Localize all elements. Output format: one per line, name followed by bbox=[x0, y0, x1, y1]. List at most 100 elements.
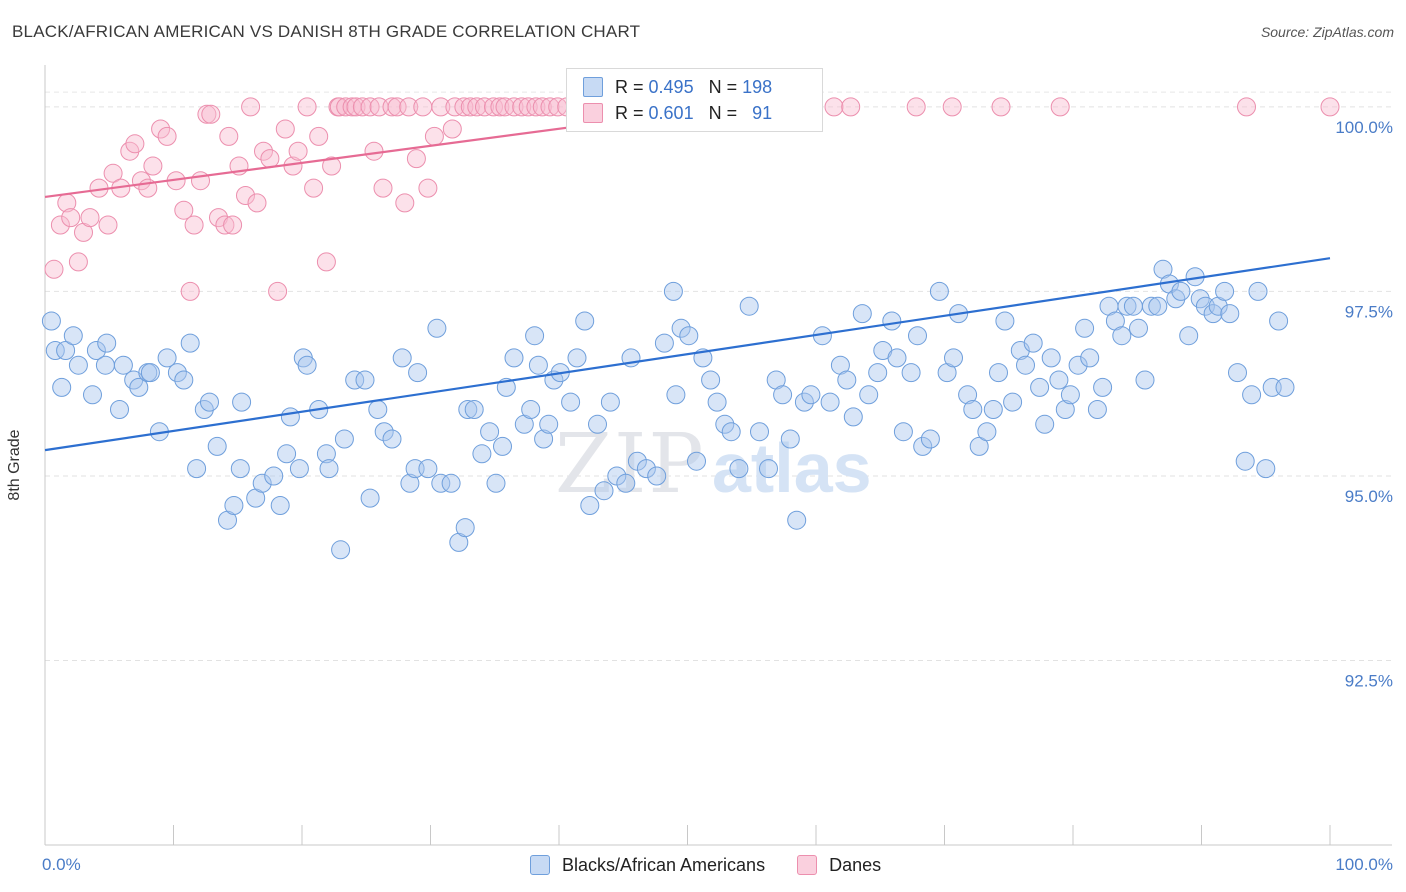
data-point bbox=[316, 252, 336, 272]
data-point bbox=[528, 355, 548, 375]
data-point bbox=[113, 355, 133, 375]
data-point bbox=[1275, 377, 1295, 397]
data-point bbox=[679, 326, 699, 346]
legend-swatch-blacks bbox=[530, 855, 550, 875]
data-point bbox=[843, 407, 863, 427]
data-point bbox=[230, 459, 250, 479]
data-point bbox=[180, 281, 200, 301]
r-value: 0.601 bbox=[648, 102, 694, 123]
data-point bbox=[297, 355, 317, 375]
data-point bbox=[1003, 392, 1023, 412]
series-legend: Blacks/African Americans Danes bbox=[530, 852, 913, 878]
legend-label-blacks: Blacks/African Americans bbox=[562, 854, 766, 875]
data-point bbox=[201, 104, 221, 124]
chart-title: BLACK/AFRICAN AMERICAN VS DANISH 8TH GRA… bbox=[12, 22, 641, 41]
data-point bbox=[687, 451, 706, 471]
data-point bbox=[908, 326, 927, 346]
n-value: 198 bbox=[742, 76, 773, 97]
data-point bbox=[125, 134, 145, 154]
data-point bbox=[1035, 414, 1055, 434]
data-point bbox=[157, 126, 177, 146]
data-point bbox=[232, 392, 252, 412]
data-point bbox=[44, 259, 64, 279]
data-point bbox=[1041, 348, 1061, 368]
watermark: ZIP atlas bbox=[555, 417, 872, 512]
data-point bbox=[521, 400, 541, 419]
data-point bbox=[374, 422, 394, 442]
data-point bbox=[1228, 363, 1247, 383]
data-point bbox=[750, 422, 769, 442]
data-point bbox=[180, 333, 200, 353]
data-point bbox=[906, 97, 926, 117]
data-point bbox=[1242, 385, 1262, 405]
data-point bbox=[241, 97, 261, 117]
r-value: 0.495 bbox=[648, 76, 694, 97]
data-point bbox=[913, 436, 933, 456]
data-point bbox=[184, 215, 204, 235]
data-point bbox=[352, 97, 372, 117]
data-point bbox=[309, 126, 329, 146]
data-point bbox=[95, 355, 115, 375]
data-point bbox=[600, 392, 620, 412]
legend-swatch-blacks bbox=[583, 77, 603, 97]
data-point bbox=[663, 281, 683, 301]
data-point bbox=[801, 385, 821, 405]
n-label: N = bbox=[708, 102, 738, 123]
y-tick-label: 97.5% bbox=[1345, 302, 1393, 321]
data-point bbox=[504, 97, 524, 117]
data-point bbox=[977, 422, 997, 442]
data-point bbox=[580, 496, 600, 515]
data-point bbox=[52, 377, 72, 397]
data-point bbox=[200, 392, 219, 412]
r-label: R = bbox=[615, 102, 644, 123]
data-point bbox=[174, 370, 194, 390]
data-point bbox=[504, 348, 524, 368]
data-point bbox=[1080, 348, 1100, 368]
data-point bbox=[1050, 97, 1070, 117]
data-point bbox=[223, 215, 243, 235]
y-tick-label: 92.5% bbox=[1345, 671, 1393, 690]
data-point bbox=[859, 385, 879, 405]
data-point bbox=[1055, 400, 1075, 419]
data-point bbox=[989, 363, 1008, 383]
data-point bbox=[441, 473, 461, 493]
data-point bbox=[1215, 281, 1235, 301]
data-point bbox=[958, 385, 978, 405]
data-point bbox=[1135, 370, 1155, 390]
data-point bbox=[480, 422, 500, 442]
data-point bbox=[512, 97, 532, 117]
data-point bbox=[270, 496, 290, 515]
data-point bbox=[1016, 355, 1035, 375]
data-point bbox=[1129, 318, 1148, 338]
data-point bbox=[534, 429, 554, 449]
data-point bbox=[382, 97, 402, 117]
data-point bbox=[373, 178, 393, 198]
legend-swatch-danes bbox=[583, 103, 603, 123]
data-point bbox=[399, 97, 419, 117]
data-point bbox=[486, 473, 506, 493]
trend-line bbox=[44, 257, 1331, 452]
data-point bbox=[991, 97, 1011, 117]
data-point bbox=[322, 156, 342, 176]
data-point bbox=[484, 97, 503, 117]
data-point bbox=[490, 97, 510, 117]
n-label: N = bbox=[708, 76, 738, 97]
data-point bbox=[969, 436, 989, 456]
data-point bbox=[1220, 304, 1240, 324]
data-point bbox=[455, 518, 475, 538]
data-point bbox=[472, 444, 492, 464]
data-point bbox=[355, 370, 375, 390]
data-point bbox=[197, 104, 217, 124]
data-point bbox=[297, 97, 317, 117]
data-point bbox=[97, 333, 117, 353]
data-point bbox=[715, 414, 735, 434]
data-point bbox=[1075, 318, 1095, 338]
data-point bbox=[1023, 333, 1043, 353]
data-point bbox=[98, 215, 118, 235]
data-point bbox=[1179, 326, 1199, 346]
data-point bbox=[1256, 459, 1276, 479]
data-point bbox=[418, 459, 438, 479]
data-point bbox=[140, 363, 160, 383]
data-point bbox=[400, 473, 420, 493]
data-point bbox=[207, 436, 227, 456]
